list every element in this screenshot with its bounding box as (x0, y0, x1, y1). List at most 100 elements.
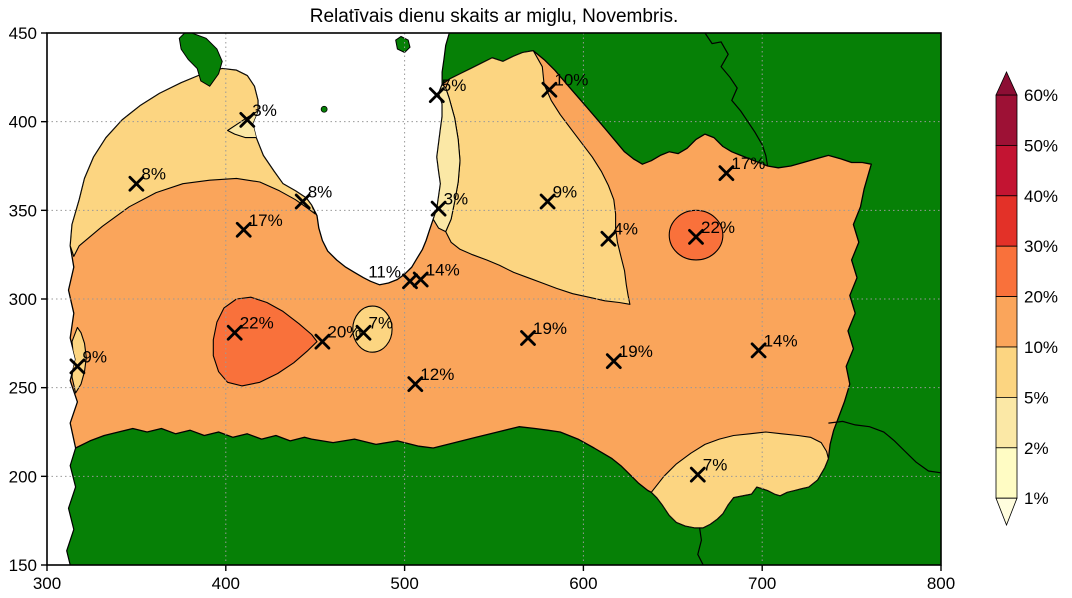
x-tick-label: 300 (33, 574, 61, 593)
y-tick-label: 450 (9, 24, 37, 43)
colorbar-segment (995, 245, 1018, 297)
colorbar-segment (995, 296, 1018, 348)
x-tick-label: 800 (927, 574, 955, 593)
station-1: 3% (239, 101, 277, 128)
x-tick-label: 600 (569, 574, 597, 593)
station-x-marker (600, 230, 617, 247)
station-x-marker (239, 112, 256, 128)
station-value-label: 10% (554, 71, 588, 90)
station-value-label: 3% (252, 101, 277, 120)
y-tick-label: 400 (9, 113, 37, 132)
colorbar-segment (995, 396, 1018, 449)
station-value-label: 19% (533, 319, 567, 338)
station-x-marker (689, 466, 706, 483)
island-ruhnu (395, 35, 411, 54)
colorbar-tick-label: 20% (1024, 288, 1058, 307)
station-x-marker (428, 87, 445, 103)
station-x-marker (605, 353, 622, 370)
station-x-marker (235, 221, 252, 238)
station-x-marker (355, 324, 372, 341)
border-lithuania-belarus (697, 527, 704, 565)
station-value-label: 14% (764, 331, 798, 350)
lithuania-coastline (66, 447, 77, 565)
station-value-label: 9% (553, 183, 578, 202)
station-2: 8% (128, 165, 166, 192)
station-x-marker (69, 358, 86, 375)
station-x-marker (688, 228, 704, 245)
border-estonia-russia (704, 33, 769, 167)
station-6: 3% (430, 190, 468, 217)
colorbar-segment (995, 94, 1018, 146)
station-value-label: 22% (701, 218, 735, 237)
border-russia-south (828, 420, 941, 474)
station-value-label: 19% (619, 342, 653, 361)
station-x-marker (541, 81, 558, 98)
colorbar-tick-label: 5% (1024, 388, 1049, 407)
colorbar-segment (995, 144, 1018, 197)
colorbar-segment (995, 195, 1018, 247)
station-20: 19% (605, 342, 653, 370)
station-value-label: 12% (420, 365, 454, 384)
colorbar-segment (995, 447, 1018, 499)
island-saaremaa (178, 33, 223, 87)
colorbar-tick-label: 50% (1024, 136, 1058, 155)
station-12: 4% (600, 220, 638, 247)
colorbar-arrow-top (995, 71, 1018, 96)
station-value-label: 4% (613, 220, 638, 239)
station-value-label: 20% (327, 323, 361, 342)
station-value-label: 17% (731, 154, 765, 173)
x-tick-label: 700 (748, 574, 776, 593)
station-value-label: 8% (308, 183, 333, 202)
chart-title: Relatīvais dienu skaits ar miglu, Novemb… (310, 6, 679, 27)
baltic-sea (47, 33, 450, 565)
estonia-coastline (441, 33, 450, 85)
station-value-label: 5% (442, 76, 467, 95)
station-value-label: 14% (426, 261, 460, 280)
station-16: 20% (314, 323, 361, 350)
station-x-marker (294, 193, 311, 210)
station-value-label: 11% (368, 262, 401, 281)
colorbar-arrow-bottom (995, 497, 1018, 527)
y-tick-label: 300 (9, 290, 37, 309)
station-x-marker (750, 342, 767, 359)
station-x-marker (128, 175, 145, 192)
y-tick-label: 150 (9, 556, 37, 575)
station-13: 22% (688, 218, 735, 245)
station-x-marker (539, 193, 556, 210)
colorbar-tick-label: 2% (1024, 439, 1049, 458)
station-3: 8% (294, 183, 333, 210)
colorbar-tick-label: 1% (1024, 489, 1049, 508)
band-5-10-ring (352, 305, 393, 353)
station-18: 12% (407, 365, 454, 393)
station-x-marker (407, 376, 424, 393)
colorbar-tick-label: 60% (1024, 86, 1058, 105)
band-20-30-west (212, 296, 318, 387)
station-x-marker (314, 333, 331, 350)
station-value-label: 7% (703, 456, 728, 475)
station-11: 9% (539, 183, 578, 210)
station-value-label: 17% (249, 211, 283, 230)
station-15: 22% (226, 314, 274, 341)
band-5-10-south (650, 431, 829, 528)
y-tick-label: 200 (9, 467, 37, 486)
station-17: 7% (355, 314, 393, 341)
station-value-label: 22% (240, 314, 274, 333)
station-x-marker (520, 330, 536, 346)
x-tick-label: 500 (390, 574, 418, 593)
station-x-marker (718, 165, 735, 182)
station-4: 17% (235, 211, 283, 238)
station-x-marker (226, 324, 243, 341)
x-tick-label: 400 (212, 574, 240, 593)
station-value-label: 9% (82, 347, 107, 366)
station-19: 19% (520, 319, 567, 346)
station-22: 7% (689, 456, 728, 483)
colorbar-tick-label: 10% (1024, 338, 1058, 357)
station-value-label: 8% (141, 165, 166, 184)
station-8: 14% (412, 261, 460, 288)
station-5: 5% (428, 76, 467, 103)
station-9: 10% (541, 71, 588, 98)
station-10: 17% (718, 154, 765, 182)
island-small (320, 105, 328, 113)
